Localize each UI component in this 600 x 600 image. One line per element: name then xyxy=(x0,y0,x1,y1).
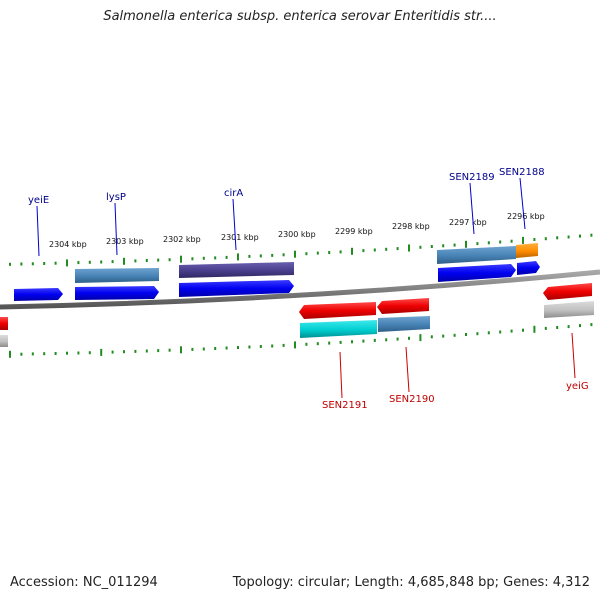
gene-SEN2191[interactable] xyxy=(299,302,377,338)
gene-left-edge[interactable] xyxy=(0,317,8,347)
gene-product-bar[interactable] xyxy=(516,243,538,258)
leader-line xyxy=(405,346,410,393)
gene-arrow[interactable] xyxy=(0,317,8,330)
gene-SEN2190[interactable] xyxy=(377,298,430,332)
leader-line xyxy=(36,205,40,257)
scale-label: 2298 kbp xyxy=(392,222,430,231)
accession-info: Accession: NC_011294 xyxy=(10,575,158,590)
gene-arrow[interactable] xyxy=(14,288,63,301)
scale-label: 2297 kbp xyxy=(449,218,487,227)
leader-line xyxy=(469,182,475,235)
gene-yeiG[interactable] xyxy=(543,283,594,318)
scale-label: 2303 kbp xyxy=(106,237,144,246)
scale-label: 2300 kbp xyxy=(278,230,316,239)
scale-label: 2296 kbp xyxy=(507,212,545,221)
leader-line xyxy=(339,351,343,399)
scale-label: 2299 kbp xyxy=(335,227,373,236)
gene-product-bar[interactable] xyxy=(378,316,430,332)
genome-summary: Topology: circular; Length: 4,685,848 bp… xyxy=(232,575,590,590)
gene-label-SEN2191[interactable]: SEN2191 xyxy=(322,400,368,411)
accession-label: Accession: xyxy=(10,575,79,590)
gene-label-yeiG[interactable]: yeiG xyxy=(566,381,589,392)
accession-value: NC_011294 xyxy=(82,575,158,590)
scale-label: 2302 kbp xyxy=(163,235,201,244)
gene-label-cirA[interactable]: cirA xyxy=(224,188,243,199)
scale-ticks-lower xyxy=(9,323,593,358)
gene-arrow[interactable] xyxy=(377,298,429,314)
topology-value: circular xyxy=(297,575,346,590)
gene-product-bar[interactable] xyxy=(544,301,594,318)
leader-line xyxy=(519,177,526,230)
leader-line xyxy=(114,202,118,256)
gene-label-yeiE[interactable]: yeiE xyxy=(28,195,49,206)
gene-arrow[interactable] xyxy=(299,302,376,319)
page-title: Salmonella enterica subsp. enterica sero… xyxy=(103,9,497,24)
gene-arrow[interactable] xyxy=(179,280,294,297)
gene-lysP[interactable] xyxy=(75,268,159,300)
gene-arrow[interactable] xyxy=(543,283,592,300)
gene-label-SEN2190[interactable]: SEN2190 xyxy=(389,394,435,405)
genome-backbone xyxy=(0,269,600,310)
gene-SEN2188[interactable] xyxy=(516,243,540,275)
gene-arrow[interactable] xyxy=(517,261,540,275)
scale-label: 2301 kbp xyxy=(221,233,259,242)
gene-label-lysP[interactable]: lysP xyxy=(106,192,126,203)
gene-arrow[interactable] xyxy=(438,264,516,282)
gene-product-bar[interactable] xyxy=(75,268,159,283)
gene-product-bar[interactable] xyxy=(437,246,516,264)
genes-label: Genes: xyxy=(503,575,549,590)
gene-label-SEN2188[interactable]: SEN2188 xyxy=(499,167,545,178)
gene-SEN2189[interactable] xyxy=(437,246,516,282)
leader-line xyxy=(232,198,237,251)
gene-yeiE[interactable] xyxy=(14,288,63,301)
genes-value: 4,312 xyxy=(552,575,590,590)
scale-label: 2304 kbp xyxy=(49,240,87,249)
gene-label-SEN2189[interactable]: SEN2189 xyxy=(449,172,495,183)
gene-product-bar[interactable] xyxy=(179,262,294,278)
length-label: Length: xyxy=(354,575,404,590)
leader-line xyxy=(571,332,576,379)
length-value: 4,685,848 bp xyxy=(407,575,495,590)
gene-product-bar[interactable] xyxy=(300,320,377,338)
topology-label: Topology: xyxy=(232,575,294,590)
scale-ticks-upper xyxy=(9,233,593,267)
gene-cirA[interactable] xyxy=(179,262,294,297)
gene-product-bar[interactable] xyxy=(0,335,8,347)
gene-arrow[interactable] xyxy=(75,286,159,300)
